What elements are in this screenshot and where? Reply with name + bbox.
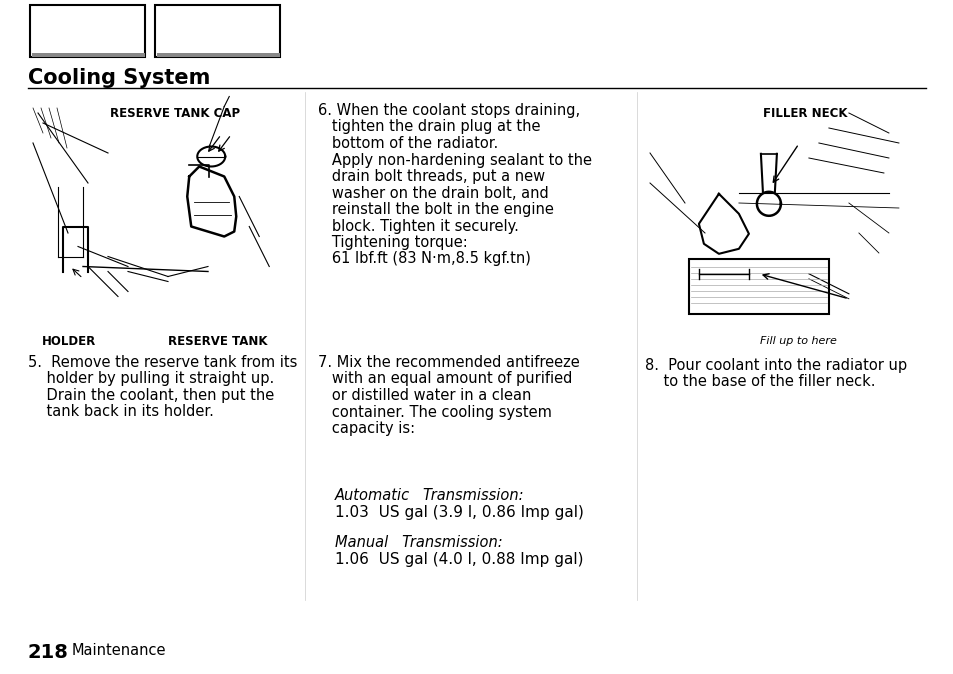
Text: RESERVE TANK CAP: RESERVE TANK CAP bbox=[110, 107, 240, 120]
Bar bbox=[157, 53, 280, 57]
Text: 1.06  US gal (4.0 l, 0.88 Imp gal): 1.06 US gal (4.0 l, 0.88 Imp gal) bbox=[335, 552, 583, 567]
Text: 61 lbf.ft (83 N·m,8.5 kgf.tn): 61 lbf.ft (83 N·m,8.5 kgf.tn) bbox=[317, 251, 530, 266]
Text: Maintenance: Maintenance bbox=[71, 643, 167, 658]
Text: Tightening torque:: Tightening torque: bbox=[317, 235, 467, 250]
Text: 5.  Remove the reserve tank from its: 5. Remove the reserve tank from its bbox=[28, 355, 297, 370]
FancyBboxPatch shape bbox=[154, 5, 280, 57]
Text: 218: 218 bbox=[28, 643, 69, 662]
Text: Drain the coolant, then put the: Drain the coolant, then put the bbox=[28, 388, 274, 403]
Text: or distilled water in a clean: or distilled water in a clean bbox=[317, 388, 531, 403]
Text: HOLDER: HOLDER bbox=[42, 335, 96, 348]
Text: 1.03  US gal (3.9 l, 0.86 Imp gal): 1.03 US gal (3.9 l, 0.86 Imp gal) bbox=[335, 505, 583, 520]
Text: tighten the drain plug at the: tighten the drain plug at the bbox=[317, 119, 540, 135]
Text: reinstall the bolt in the engine: reinstall the bolt in the engine bbox=[317, 202, 554, 217]
Text: tank back in its holder.: tank back in its holder. bbox=[28, 404, 213, 419]
Text: washer on the drain bolt, and: washer on the drain bolt, and bbox=[317, 185, 548, 200]
Text: capacity is:: capacity is: bbox=[317, 421, 415, 436]
Text: with an equal amount of purified: with an equal amount of purified bbox=[317, 371, 572, 386]
FancyBboxPatch shape bbox=[30, 5, 145, 57]
Text: 6. When the coolant stops draining,: 6. When the coolant stops draining, bbox=[317, 103, 579, 118]
Text: Apply non-hardening sealant to the: Apply non-hardening sealant to the bbox=[317, 152, 592, 168]
Text: Manual   Transmission:: Manual Transmission: bbox=[335, 535, 502, 550]
Text: Fill up to here: Fill up to here bbox=[760, 336, 836, 346]
Text: holder by pulling it straight up.: holder by pulling it straight up. bbox=[28, 371, 274, 386]
Text: 8.  Pour coolant into the radiator up: 8. Pour coolant into the radiator up bbox=[644, 358, 906, 373]
Text: to the base of the filler neck.: to the base of the filler neck. bbox=[644, 375, 875, 390]
Bar bbox=[32, 53, 145, 57]
Text: block. Tighten it securely.: block. Tighten it securely. bbox=[317, 218, 518, 233]
Bar bbox=[688, 259, 828, 314]
Text: Cooling System: Cooling System bbox=[28, 68, 211, 88]
Text: drain bolt threads, put a new: drain bolt threads, put a new bbox=[317, 169, 544, 184]
Text: 7. Mix the recommended antifreeze: 7. Mix the recommended antifreeze bbox=[317, 355, 579, 370]
Text: FILLER NECK: FILLER NECK bbox=[762, 107, 847, 120]
Text: RESERVE TANK: RESERVE TANK bbox=[168, 335, 267, 348]
Text: Automatic   Transmission:: Automatic Transmission: bbox=[335, 488, 524, 503]
Text: container. The cooling system: container. The cooling system bbox=[317, 404, 551, 419]
Text: bottom of the radiator.: bottom of the radiator. bbox=[317, 136, 497, 151]
